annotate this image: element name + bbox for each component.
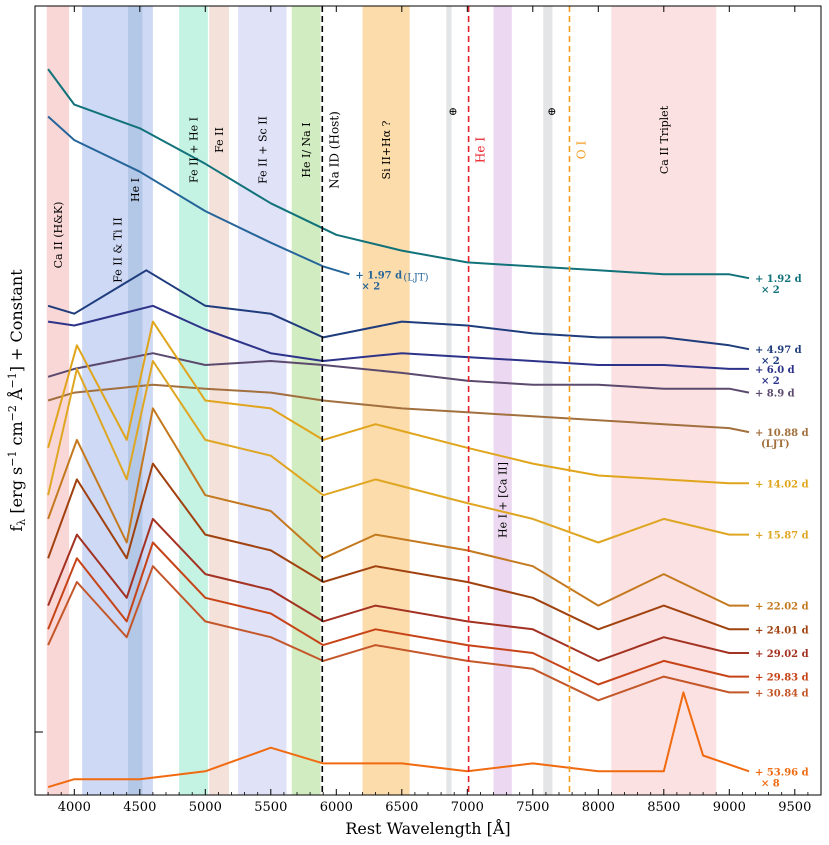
series-24-01-d bbox=[47, 462, 749, 631]
series-label-4-97-d: + 4.97 d bbox=[755, 345, 802, 356]
band-label-5: Fe II + Sc II bbox=[256, 116, 269, 184]
series-6-0-d bbox=[47, 304, 749, 370]
x-axis-ticks: 4000 4500 5000 5500 6000 6500 7000 7500 8000 8500… bbox=[35, 6, 811, 815]
band-ca-ii-triplet-11 bbox=[611, 6, 717, 795]
band-label-7: Si II+Hα ? bbox=[380, 120, 393, 179]
series-label-10-88-d: + 10.88 d bbox=[755, 428, 809, 439]
series-15-87-d bbox=[47, 360, 749, 544]
band-label-0: Ca II (H&K) bbox=[52, 202, 65, 269]
x-tick-label-5500: 5500 bbox=[254, 800, 287, 815]
band-label-10: He I + [Ca II] bbox=[497, 462, 510, 538]
series-label2-6-0-d: × 2 bbox=[761, 376, 780, 387]
series-29-83-d bbox=[47, 541, 749, 686]
band-label-9: ⊕ bbox=[547, 105, 556, 118]
band-fe-ii-sc-ii-5 bbox=[238, 6, 287, 795]
feature-bands bbox=[46, 6, 717, 795]
series-labels: + 1.92 d× 2+ 1.97 d× 2(LJT)+ 4.97 d× 2+ … bbox=[355, 270, 808, 789]
series-30-84-d bbox=[47, 565, 749, 702]
series-label-14-02-d: + 14.02 d bbox=[755, 479, 809, 490]
series-label-8-9-d: + 8.9 d bbox=[755, 389, 795, 400]
x-tick-label-6500: 6500 bbox=[385, 800, 418, 815]
series-label-15-87-d: + 15.87 d bbox=[755, 531, 809, 542]
y-axis-label: fλ [erg s−1 cm−2 Å−1] + Constant bbox=[6, 269, 28, 532]
x-tick-label-8500: 8500 bbox=[647, 800, 680, 815]
x-tick-label-7500: 7500 bbox=[516, 800, 549, 815]
series-1-92-d bbox=[47, 68, 750, 280]
band-label-4: Fe II bbox=[213, 127, 226, 153]
series-label2-1-92-d: × 2 bbox=[761, 285, 780, 296]
band-fe-ii-4 bbox=[209, 6, 229, 795]
series-label-22-02-d: + 22.02 d bbox=[755, 602, 809, 613]
band-label-3: Fe II + He I bbox=[188, 117, 201, 183]
x-tick-label-8000: 8000 bbox=[582, 800, 615, 815]
x-tick-label-4500: 4500 bbox=[123, 800, 156, 815]
reference-lines: Na ID (Host) He I O I bbox=[321, 6, 588, 795]
band-fe-ii-he-i-3 bbox=[179, 6, 208, 795]
band-labels: Ca II (H&K) Fe II & Ti II He I Fe II + He I… bbox=[52, 105, 671, 538]
series-label-29-83-d: + 29.83 d bbox=[755, 673, 809, 684]
series-label-extra-1-97-d: (LJT) bbox=[403, 272, 428, 283]
series-10-88-d bbox=[47, 383, 750, 434]
series-4-97-d bbox=[47, 269, 750, 351]
series-label2-1-97-d: × 2 bbox=[361, 281, 380, 292]
x-tick-label-5000: 5000 bbox=[189, 800, 222, 815]
band--9 bbox=[543, 6, 553, 795]
series-label-6-0-d: + 6.0 d bbox=[755, 365, 795, 376]
series-14-02-d bbox=[47, 320, 749, 485]
band--8 bbox=[446, 6, 452, 795]
x-tick-label-4000: 4000 bbox=[58, 800, 91, 815]
series-label-1-97-d: + 1.97 d bbox=[355, 270, 402, 281]
series-29-02-d bbox=[47, 517, 749, 662]
series-8-9-d bbox=[47, 352, 750, 394]
line-label-he-i: He I bbox=[474, 137, 488, 163]
series-22-02-d bbox=[47, 407, 749, 607]
series-label-30-84-d: + 30.84 d bbox=[755, 688, 809, 699]
series-label2-53-96-d: × 8 bbox=[761, 778, 780, 789]
x-tick-label-9000: 9000 bbox=[713, 800, 746, 815]
spectra-series bbox=[47, 68, 750, 789]
band-label-2: He I bbox=[129, 178, 142, 202]
x-tick-label-9500: 9500 bbox=[778, 800, 811, 815]
band-label-1: Fe II & Ti II bbox=[112, 217, 125, 283]
series-label2-4-97-d: × 2 bbox=[761, 356, 780, 367]
line-label-o-i: O I bbox=[574, 141, 588, 160]
series-label-1-92-d: + 1.92 d bbox=[755, 274, 802, 285]
band-label-8: ⊕ bbox=[448, 105, 457, 118]
band-label-6: He I/ Na I bbox=[300, 122, 313, 177]
series-53-96-d bbox=[47, 691, 750, 789]
series-label2-10-88-d: (LJT) bbox=[761, 439, 790, 450]
series-1-97-d bbox=[47, 115, 350, 276]
line-label-na-id-host: Na ID (Host) bbox=[327, 111, 341, 189]
band-he-i-ca-ii-10 bbox=[493, 6, 512, 795]
series-label-29-02-d: + 29.02 d bbox=[755, 649, 809, 660]
x-tick-label-6000: 6000 bbox=[320, 800, 353, 815]
series-label-53-96-d: + 53.96 d bbox=[755, 767, 809, 778]
band-label-11: Ca II Triplet bbox=[658, 105, 671, 174]
x-axis-label: Rest Wavelength [Å] bbox=[345, 818, 510, 838]
band-si-ii-h-7 bbox=[362, 6, 410, 795]
x-tick-label-7000: 7000 bbox=[451, 800, 484, 815]
series-label-24-01-d: + 24.01 d bbox=[755, 625, 809, 636]
band-he-i-na-i-6 bbox=[291, 6, 321, 795]
